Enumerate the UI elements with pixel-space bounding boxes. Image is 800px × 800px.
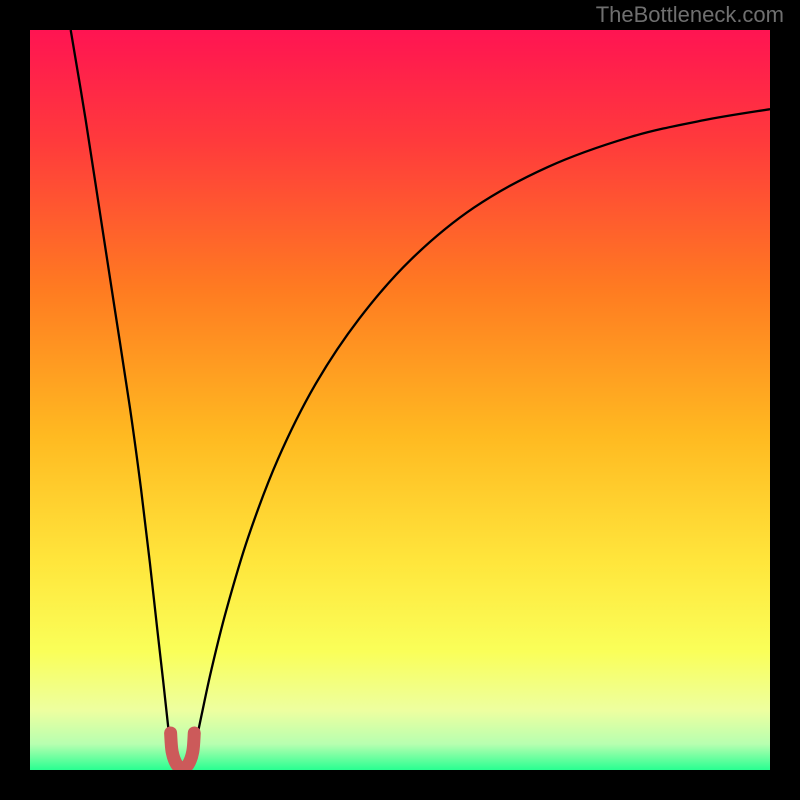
chart-background bbox=[30, 30, 770, 770]
watermark-text: TheBottleneck.com bbox=[596, 2, 784, 28]
bottleneck-chart bbox=[30, 30, 770, 770]
